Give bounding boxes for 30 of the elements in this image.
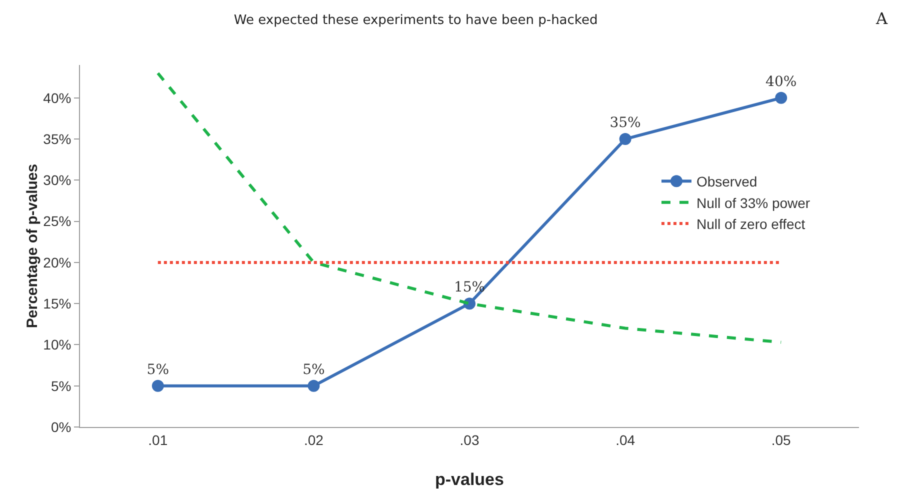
y-tick-label: 40% xyxy=(43,90,72,106)
y-axis-title: Percentage of p-values xyxy=(24,164,42,328)
legend-label: Null of 33% power xyxy=(696,194,810,211)
x-tick-label: .01 xyxy=(148,432,168,448)
y-tick-label: 10% xyxy=(43,336,72,353)
x-tick-label: .04 xyxy=(616,432,636,448)
data-label: 5% xyxy=(146,362,170,378)
y-tick-label: 20% xyxy=(43,254,72,270)
point xyxy=(619,133,632,146)
y-tick-label: 5% xyxy=(50,378,72,394)
x-tick-label: .05 xyxy=(771,432,792,448)
point xyxy=(152,380,164,392)
data-label: 35% xyxy=(610,115,641,132)
y-tick-label: 15% xyxy=(43,295,72,312)
data-label: 40% xyxy=(766,74,797,90)
data-label: 15% xyxy=(454,280,486,296)
text: A xyxy=(875,9,888,28)
point xyxy=(308,380,320,392)
legend-label: Null of zero effect xyxy=(696,216,806,232)
point xyxy=(775,92,788,104)
y-tick-label: 35% xyxy=(43,130,72,147)
x-tick-label: .03 xyxy=(460,432,480,448)
data-label: 5% xyxy=(302,362,325,378)
x-tick-label: .02 xyxy=(304,432,324,448)
legend-label: Observed xyxy=(696,174,758,190)
y-tick-label: 0% xyxy=(50,418,72,435)
chart-title: We expected these experiments to have been p-hacked xyxy=(234,12,598,28)
y-tick-label: 25% xyxy=(43,213,72,230)
x-axis-title: p-values xyxy=(435,470,504,489)
y-tick-label: 30% xyxy=(43,172,72,188)
